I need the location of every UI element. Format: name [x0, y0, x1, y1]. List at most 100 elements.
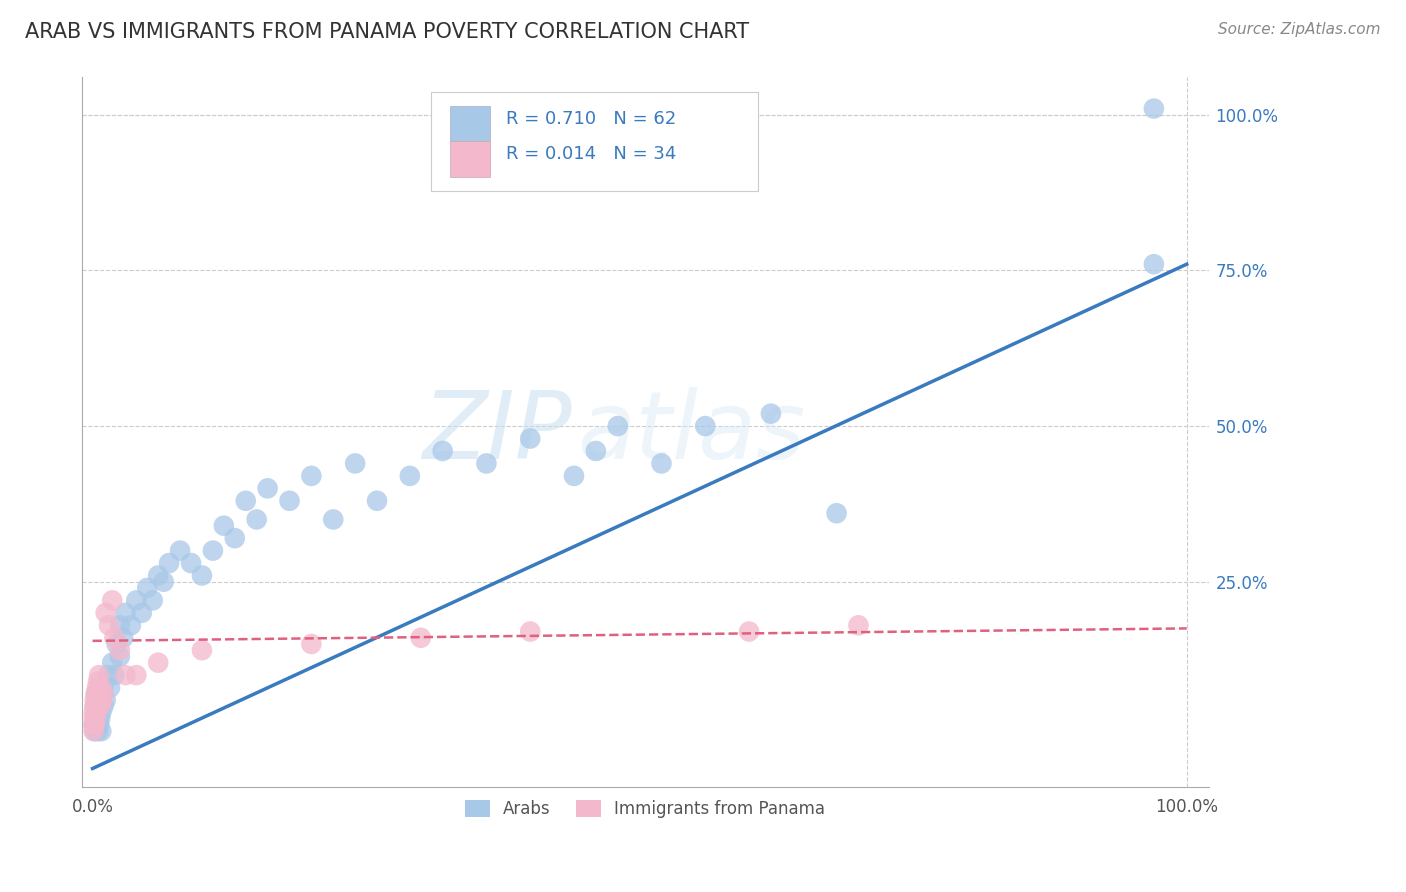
Point: [93, 681, 115, 695]
FancyBboxPatch shape: [450, 141, 489, 177]
Point: [562, 469, 585, 483]
Point: [148, 656, 170, 670]
Point: [108, 649, 131, 664]
Point: [108, 643, 131, 657]
Point: [83, 706, 105, 720]
Point: [83, 724, 105, 739]
Legend: Arabs, Immigrants from Panama: Arabs, Immigrants from Panama: [458, 794, 832, 825]
Point: [299, 637, 322, 651]
Point: [84, 687, 107, 701]
Point: [94, 693, 117, 707]
Point: [825, 506, 848, 520]
FancyBboxPatch shape: [450, 106, 489, 141]
Point: [83, 718, 105, 732]
Point: [97, 618, 120, 632]
Point: [606, 419, 628, 434]
Text: R = 0.710   N = 62: R = 0.710 N = 62: [506, 110, 676, 128]
Point: [87, 681, 110, 695]
Point: [87, 693, 110, 707]
Point: [87, 718, 110, 732]
Point: [84, 706, 107, 720]
Point: [152, 574, 174, 589]
Point: [86, 718, 108, 732]
Point: [114, 668, 136, 682]
Point: [101, 593, 124, 607]
Point: [84, 712, 107, 726]
Point: [90, 724, 112, 739]
Point: [585, 444, 607, 458]
Point: [89, 699, 111, 714]
Point: [91, 693, 114, 707]
Point: [169, 543, 191, 558]
Text: atlas: atlas: [578, 387, 806, 478]
Point: [695, 419, 717, 434]
Point: [105, 637, 128, 651]
Point: [322, 512, 344, 526]
Point: [90, 681, 112, 695]
Point: [112, 631, 135, 645]
Point: [87, 674, 110, 689]
Point: [93, 699, 115, 714]
Point: [432, 444, 454, 458]
Point: [136, 581, 159, 595]
Point: [256, 481, 278, 495]
Point: [83, 693, 105, 707]
Point: [86, 706, 108, 720]
Point: [83, 699, 105, 714]
Point: [1143, 102, 1166, 116]
Point: [191, 643, 214, 657]
Point: [87, 693, 110, 707]
Point: [398, 469, 420, 483]
Point: [246, 512, 269, 526]
Point: [84, 712, 107, 726]
Point: [212, 518, 235, 533]
Point: [87, 687, 110, 701]
Point: [89, 712, 111, 726]
Text: Source: ZipAtlas.com: Source: ZipAtlas.com: [1218, 22, 1381, 37]
Point: [120, 618, 142, 632]
Point: [519, 624, 541, 639]
Point: [475, 457, 498, 471]
Text: R = 0.014   N = 34: R = 0.014 N = 34: [506, 145, 676, 163]
Point: [87, 724, 110, 739]
Point: [235, 493, 257, 508]
Point: [93, 687, 115, 701]
Point: [94, 606, 117, 620]
Point: [344, 457, 367, 471]
Point: [224, 531, 246, 545]
Point: [148, 568, 170, 582]
Text: ZIP: ZIP: [422, 387, 572, 478]
Point: [131, 606, 153, 620]
Point: [180, 556, 202, 570]
Point: [519, 432, 541, 446]
Point: [201, 543, 224, 558]
Point: [759, 407, 782, 421]
Point: [114, 606, 136, 620]
Point: [848, 618, 870, 632]
Point: [738, 624, 761, 639]
Point: [103, 668, 125, 682]
Point: [83, 724, 105, 739]
Point: [86, 699, 108, 714]
Point: [299, 469, 322, 483]
FancyBboxPatch shape: [432, 92, 758, 191]
Point: [191, 568, 214, 582]
Point: [108, 618, 131, 632]
Point: [125, 668, 148, 682]
Point: [157, 556, 180, 570]
Point: [83, 718, 105, 732]
Point: [103, 631, 125, 645]
Point: [125, 593, 148, 607]
Point: [90, 706, 112, 720]
Point: [87, 668, 110, 682]
Point: [89, 699, 111, 714]
Point: [83, 712, 105, 726]
Point: [83, 699, 105, 714]
Point: [97, 668, 120, 682]
Point: [409, 631, 432, 645]
Point: [101, 656, 124, 670]
Point: [142, 593, 165, 607]
Point: [366, 493, 388, 508]
Point: [650, 457, 672, 471]
Text: ARAB VS IMMIGRANTS FROM PANAMA POVERTY CORRELATION CHART: ARAB VS IMMIGRANTS FROM PANAMA POVERTY C…: [25, 22, 749, 42]
